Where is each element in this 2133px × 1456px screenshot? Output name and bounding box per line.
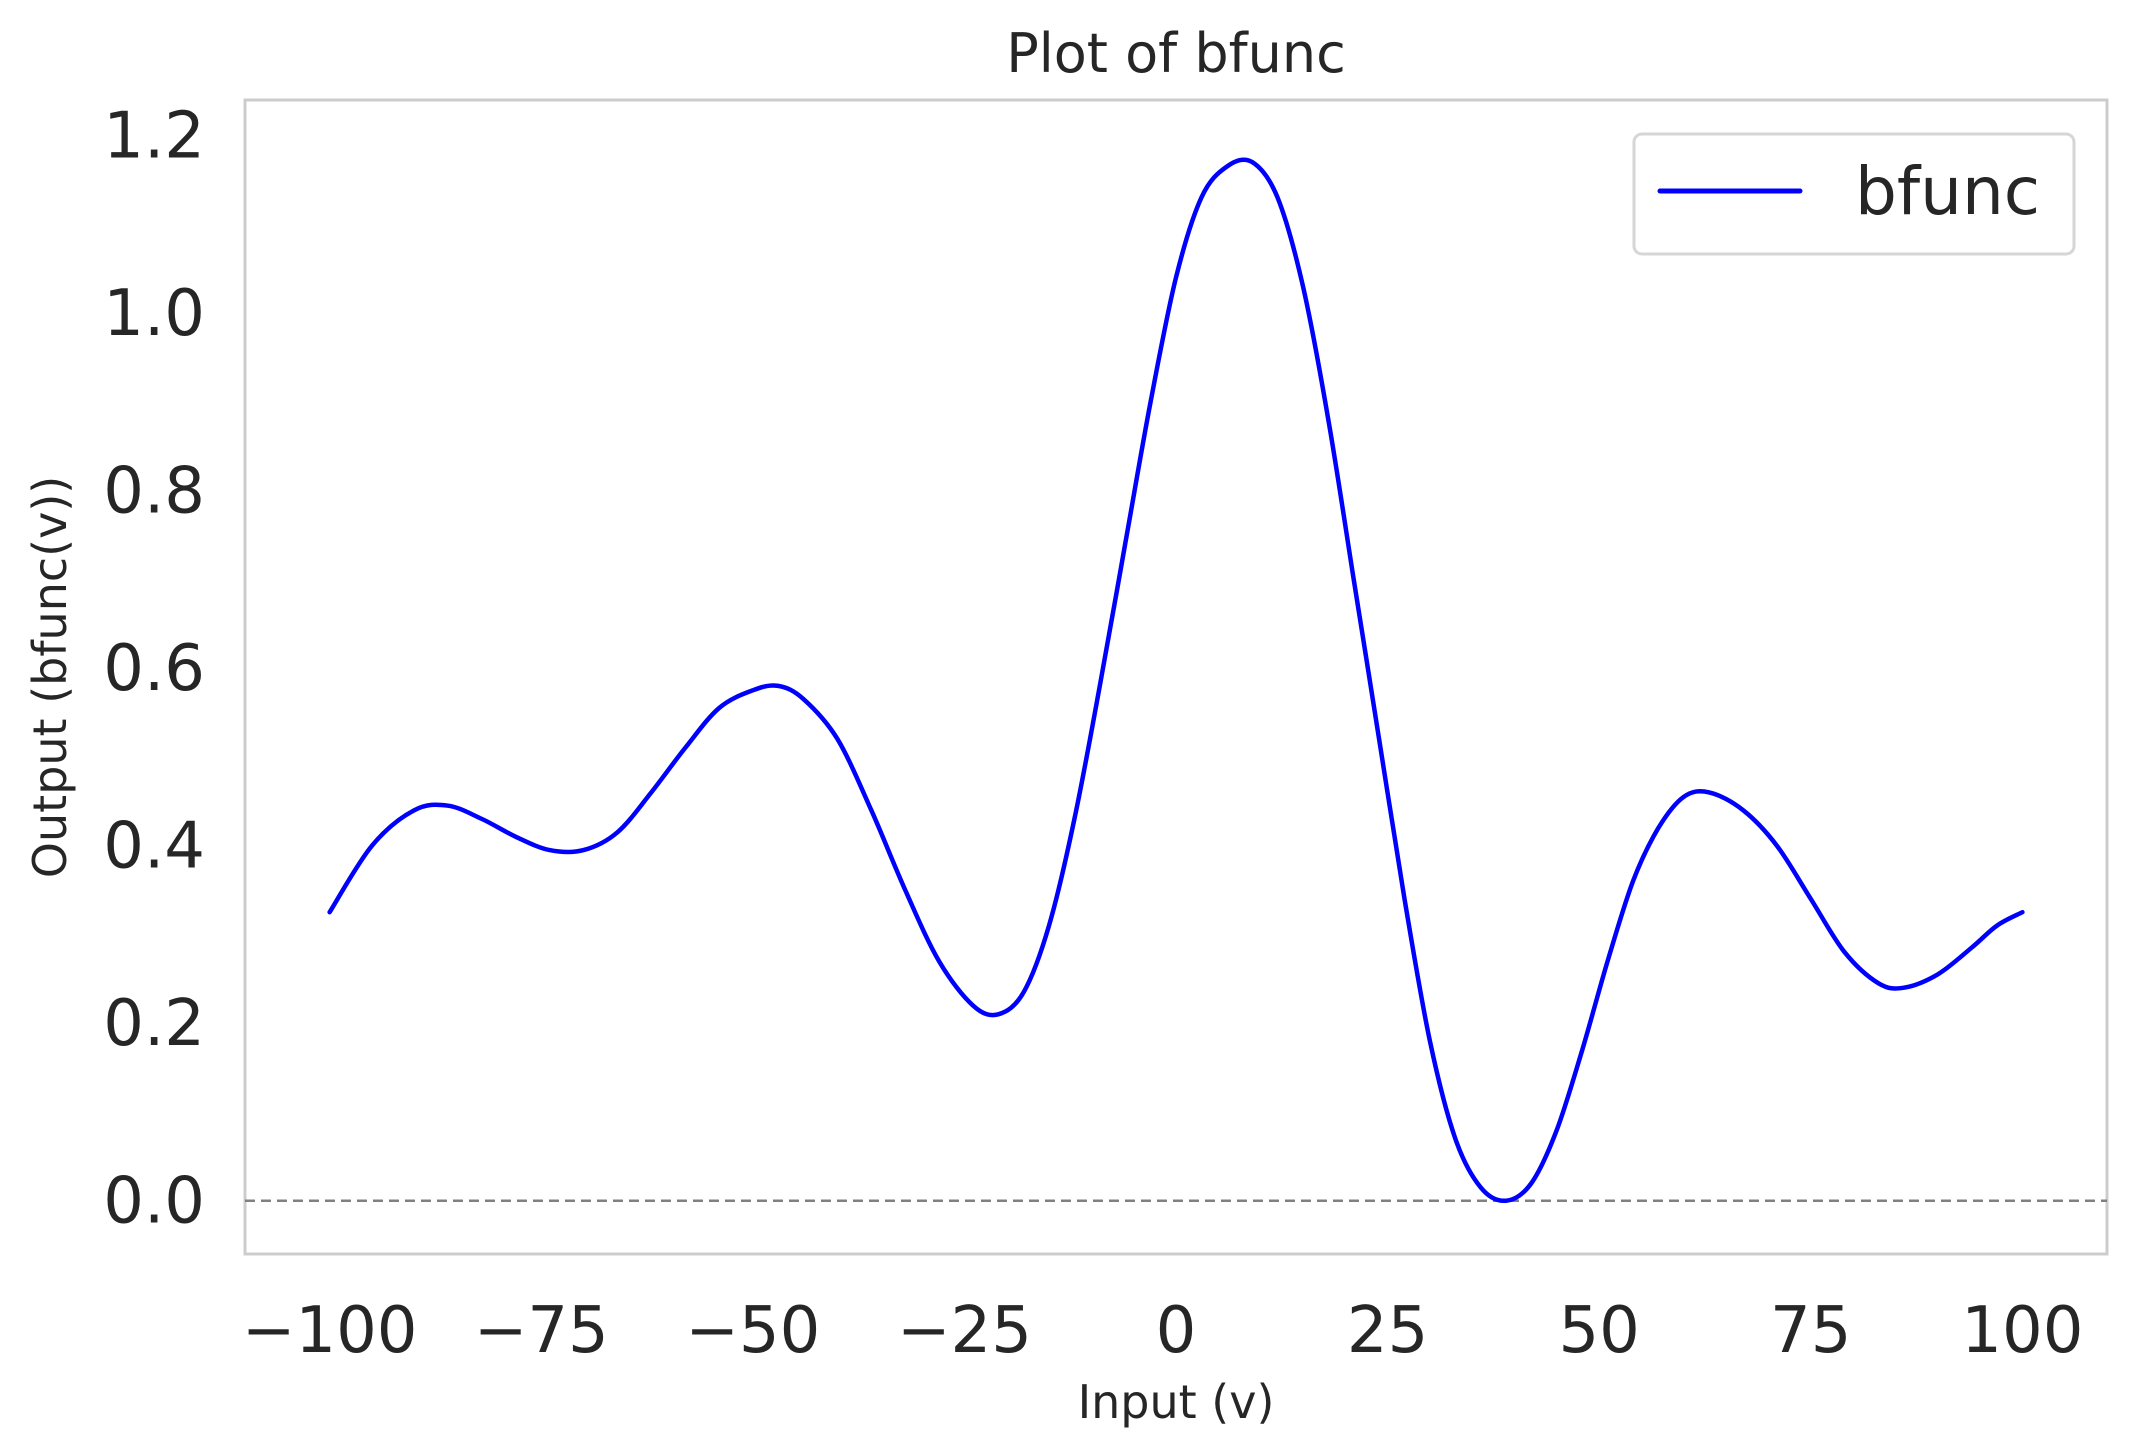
x-axis-label: Input (v): [1078, 1375, 1275, 1429]
x-tick-label: −50: [685, 1294, 820, 1368]
x-tick-label: −25: [897, 1294, 1032, 1368]
x-tick-label: −100: [242, 1294, 418, 1368]
y-tick-label: 0.4: [103, 810, 205, 884]
series-line-bfunc: [327, 157, 2025, 1204]
x-tick-label: 0: [1156, 1294, 1197, 1368]
plot-frame: [243, 98, 2109, 1256]
x-tick-label: 100: [1961, 1294, 2083, 1368]
x-tick-label: 50: [1558, 1294, 1639, 1368]
y-tick-label: 0.8: [103, 455, 205, 529]
y-tick-label: 1.0: [103, 277, 205, 351]
x-tick-label: 25: [1347, 1294, 1428, 1368]
y-tick-label: 0.0: [103, 1165, 205, 1239]
y-tick-label: 0.2: [103, 987, 205, 1061]
y-tick-label: 0.6: [103, 632, 205, 706]
legend-label-bfunc: bfunc: [1855, 153, 2040, 230]
y-axis-label: Output (bfunc(v)): [23, 476, 77, 878]
y-tick-label: 1.2: [103, 100, 205, 174]
legend: bfunc: [1632, 132, 2076, 256]
x-tick-labels: −100 −75 −50 −25 0 25 50 75 100: [242, 1294, 2084, 1368]
y-tick-labels: 0.0 0.2 0.4 0.6 0.8 1.0 1.2: [103, 100, 205, 1239]
x-tick-label: 75: [1770, 1294, 1851, 1368]
legend-box: [1632, 132, 2076, 256]
chart-title: Plot of bfunc: [1006, 22, 1346, 85]
x-tick-label: −75: [474, 1294, 609, 1368]
